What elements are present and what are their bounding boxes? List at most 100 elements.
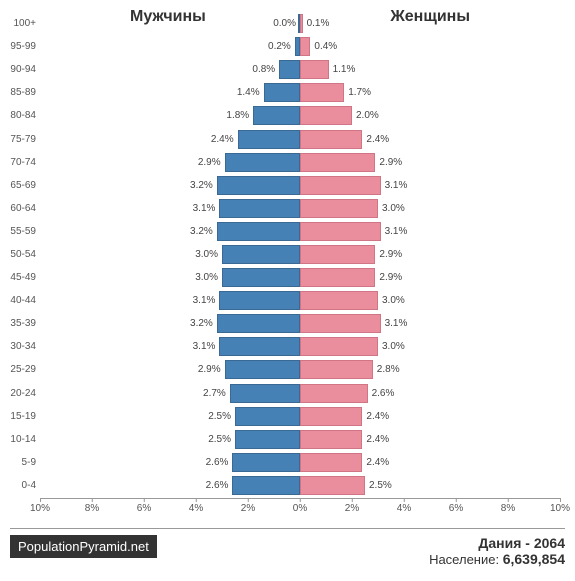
male-bar-wrap: 3.0% — [40, 243, 300, 266]
age-row: 65-693.2%3.1% — [40, 174, 560, 197]
age-label: 85-89 — [2, 87, 36, 98]
age-label: 15-19 — [2, 411, 36, 422]
female-bar — [300, 337, 378, 356]
male-bar — [264, 83, 300, 102]
age-label: 30-34 — [2, 341, 36, 352]
pyramid-chart: Мужчины Женщины 100+0.0%0.1%95-990.2%0.4… — [40, 8, 560, 518]
x-tick: 8% — [501, 503, 515, 514]
female-bar — [300, 384, 368, 403]
male-bar-wrap: 0.8% — [40, 58, 300, 81]
female-pct-label: 2.4% — [366, 134, 389, 145]
female-bar-wrap: 2.9% — [300, 243, 560, 266]
male-pct-label: 0.2% — [268, 41, 291, 52]
male-bar-wrap: 2.9% — [40, 151, 300, 174]
male-bar-wrap: 2.5% — [40, 428, 300, 451]
male-bar — [219, 291, 300, 310]
female-pct-label: 2.4% — [366, 411, 389, 422]
bar-area: 3.2%3.1% — [40, 220, 560, 243]
source-badge: PopulationPyramid.net — [10, 535, 157, 558]
age-label: 70-74 — [2, 157, 36, 168]
female-bar — [300, 106, 352, 125]
male-bar — [222, 268, 300, 287]
bar-area: 2.9% 2.8% — [40, 358, 560, 381]
age-label: 10-14 — [2, 434, 36, 445]
age-row: 35-393.2%3.1% — [40, 312, 560, 335]
male-bar-wrap: 3.2% — [40, 312, 300, 335]
age-row: 100+0.0%0.1% — [40, 12, 560, 35]
female-bar — [300, 37, 310, 56]
male-bar — [225, 153, 300, 172]
bar-area: 2.5% 2.4% — [40, 405, 560, 428]
female-bar — [300, 60, 329, 79]
bar-area: 2.4%2.4% — [40, 127, 560, 150]
male-bar — [230, 384, 300, 403]
x-tick: 6% — [449, 503, 463, 514]
female-bar-wrap: 2.0% — [300, 104, 560, 127]
age-row: 15-192.5%2.4% — [40, 405, 560, 428]
female-bar — [300, 360, 373, 379]
age-row: 5-92.6%2.4% — [40, 451, 560, 474]
female-bar-wrap: 3.0% — [300, 197, 560, 220]
female-bar-wrap: 2.8% — [300, 358, 560, 381]
male-bar-wrap: 3.0% — [40, 266, 300, 289]
female-bar — [300, 291, 378, 310]
age-row: 20-242.7%2.6% — [40, 382, 560, 405]
male-pct-label: 2.5% — [208, 434, 231, 445]
age-label: 50-54 — [2, 249, 36, 260]
male-pct-label: 1.4% — [237, 87, 260, 98]
male-pct-label: 0.0% — [273, 18, 296, 29]
male-pct-label: 1.8% — [226, 110, 249, 121]
male-bar — [232, 453, 300, 472]
age-row: 80-841.8%2.0% — [40, 104, 560, 127]
female-pct-label: 2.4% — [366, 457, 389, 468]
population-line: Население: 6,639,854 — [429, 551, 565, 567]
population-label: Население: — [429, 552, 503, 567]
female-pct-label: 1.1% — [333, 64, 356, 75]
age-label: 5-9 — [2, 457, 36, 468]
male-pct-label: 2.7% — [203, 388, 226, 399]
age-row: 0-42.6%2.5% — [40, 474, 560, 497]
male-pct-label: 3.2% — [190, 318, 213, 329]
age-row: 85-891.4%1.7% — [40, 81, 560, 104]
bar-area: 0.0%0.1% — [40, 12, 560, 35]
female-bar-wrap: 2.6% — [300, 382, 560, 405]
age-label: 60-64 — [2, 203, 36, 214]
female-bar — [300, 222, 381, 241]
age-row: 25-292.9%2.8% — [40, 358, 560, 381]
female-pct-label: 2.9% — [379, 157, 402, 168]
female-bar — [300, 430, 362, 449]
male-pct-label: 3.0% — [195, 249, 218, 260]
male-bar — [253, 106, 300, 125]
male-bar-wrap: 3.1% — [40, 289, 300, 312]
male-pct-label: 3.1% — [193, 295, 216, 306]
female-bar — [300, 130, 362, 149]
female-bar-wrap: 3.0% — [300, 335, 560, 358]
female-bar — [300, 199, 378, 218]
female-bar-wrap: 2.9% — [300, 266, 560, 289]
male-bar-wrap: 1.8% — [40, 104, 300, 127]
female-pct-label: 2.4% — [366, 434, 389, 445]
male-bar — [279, 60, 300, 79]
x-tick: 2% — [345, 503, 359, 514]
population-value: 6,639,854 — [503, 551, 565, 567]
male-pct-label: 2.5% — [208, 411, 231, 422]
footer-right: Дания - 2064 Население: 6,639,854 — [429, 535, 565, 567]
female-bar-wrap: 3.0% — [300, 289, 560, 312]
female-pct-label: 3.0% — [382, 203, 405, 214]
male-bar-wrap: 0.2% — [40, 35, 300, 58]
female-bar — [300, 83, 344, 102]
female-bar — [300, 407, 362, 426]
male-bar-wrap: 3.1% — [40, 335, 300, 358]
age-row: 70-742.9%2.9% — [40, 151, 560, 174]
male-pct-label: 0.8% — [252, 64, 275, 75]
age-label: 40-44 — [2, 295, 36, 306]
female-pct-label: 2.8% — [377, 364, 400, 375]
female-pct-label: 3.0% — [382, 341, 405, 352]
male-pct-label: 3.1% — [193, 203, 216, 214]
male-pct-label: 2.9% — [198, 364, 221, 375]
bar-area: 2.6%2.5% — [40, 474, 560, 497]
male-pct-label: 3.2% — [190, 180, 213, 191]
age-row: 50-543.0%2.9% — [40, 243, 560, 266]
age-label: 25-29 — [2, 364, 36, 375]
female-bar-wrap: 2.5% — [300, 474, 560, 497]
